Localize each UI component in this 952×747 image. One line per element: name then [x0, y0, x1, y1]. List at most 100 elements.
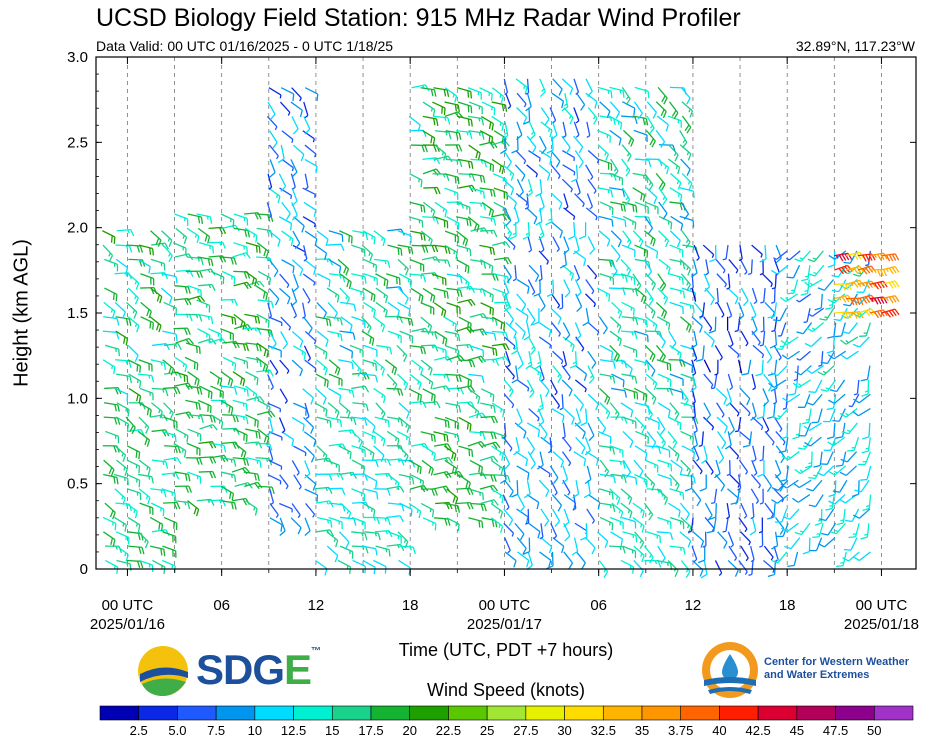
wind-barb [267, 474, 282, 485]
wind-barb [491, 213, 511, 221]
wind-barb [363, 273, 378, 286]
wind-barb [852, 408, 871, 417]
wind-barb [352, 402, 369, 412]
wind-barb [751, 459, 758, 476]
wind-barb [127, 531, 144, 541]
wind-barb [291, 460, 300, 476]
wind-barb [729, 473, 741, 488]
wind-barb [315, 373, 329, 388]
wind-barb [573, 264, 581, 282]
wind-barb [669, 258, 686, 270]
wind-barb [703, 373, 714, 389]
wind-barb [633, 129, 648, 143]
wind-barb [373, 559, 387, 574]
wind-barb [622, 473, 638, 485]
wind-barb [278, 216, 293, 231]
wind-barb [749, 302, 757, 321]
wind-barb [806, 322, 825, 333]
wind-barb [657, 516, 672, 529]
wind-barb [832, 479, 848, 493]
wind-barb [456, 244, 472, 257]
wind-barb [244, 227, 258, 243]
wind-barb [551, 92, 565, 109]
wind-barb [727, 344, 740, 358]
wind-barb [587, 322, 600, 336]
wind-barb [609, 172, 624, 186]
wind-barb [561, 178, 573, 193]
wind-barb [788, 379, 799, 396]
wind-barb [762, 388, 770, 407]
wind-barb [573, 78, 580, 95]
wind-barb [269, 159, 276, 178]
wind-barb [552, 350, 564, 365]
wind-barb [681, 101, 694, 118]
wind-barb [621, 373, 638, 384]
wind-barb [220, 213, 235, 227]
wind-barb [210, 270, 225, 285]
wind-barb [780, 336, 799, 346]
colorbar-label: 27.5 [513, 723, 538, 738]
wind-barb [881, 265, 900, 275]
wind-barb [562, 121, 567, 138]
wind-barb [793, 479, 812, 489]
wind-barb [829, 522, 847, 535]
wind-barb [434, 144, 447, 161]
wind-barb [397, 531, 409, 549]
wind-barb [511, 365, 519, 384]
wind-barb [860, 365, 871, 382]
wind-barb [609, 316, 622, 333]
wind-barb [658, 258, 671, 275]
wind-barb [794, 365, 812, 376]
wind-barb [840, 350, 859, 360]
wind-barb [492, 241, 511, 248]
wind-barb [702, 531, 707, 548]
wind-barb [770, 365, 788, 377]
wind-barb [208, 328, 222, 342]
wind-barb [778, 437, 789, 454]
wind-barb [187, 428, 202, 442]
wind-barb [679, 388, 689, 407]
wind-barb [679, 301, 695, 313]
wind-barb [622, 459, 632, 479]
wind-barb [559, 394, 564, 411]
wind-barb [479, 141, 498, 149]
wind-barb [644, 344, 656, 363]
wind-barb [445, 158, 463, 168]
wind-barb [480, 402, 496, 413]
wind-barb [523, 480, 531, 499]
wind-barb [515, 78, 528, 95]
wind-barb [150, 258, 166, 271]
wind-barb [751, 287, 758, 305]
wind-barb [562, 264, 575, 281]
wind-barb [551, 193, 563, 210]
wind-barb [375, 301, 388, 318]
wind-barb [420, 230, 433, 247]
wind-barb [161, 472, 180, 480]
wind-barb [444, 330, 461, 342]
wind-barb [587, 107, 598, 125]
wind-barb [444, 101, 460, 113]
wind-barb [515, 451, 529, 467]
wind-barb [445, 345, 460, 358]
wind-barb [256, 313, 270, 328]
wind-barb [420, 87, 437, 97]
wind-barb [728, 445, 740, 460]
wind-barb [669, 516, 685, 529]
wind-barb [716, 445, 725, 464]
wind-barb [646, 187, 658, 205]
wind-barb [576, 551, 586, 570]
wind-barb [456, 230, 469, 247]
wind-barb [622, 129, 635, 147]
wind-barb [515, 307, 529, 323]
wind-barb [655, 172, 666, 191]
wind-barb [174, 485, 193, 493]
wind-barb [646, 101, 657, 119]
wind-barb [220, 371, 234, 387]
wind-barb [420, 359, 433, 376]
y-tick-label: 2.0 [67, 220, 88, 237]
wind-barb [766, 402, 776, 420]
wind-barb [445, 144, 463, 152]
wind-barb [597, 187, 614, 198]
wind-barb [598, 488, 614, 500]
wind-barb [526, 379, 535, 398]
